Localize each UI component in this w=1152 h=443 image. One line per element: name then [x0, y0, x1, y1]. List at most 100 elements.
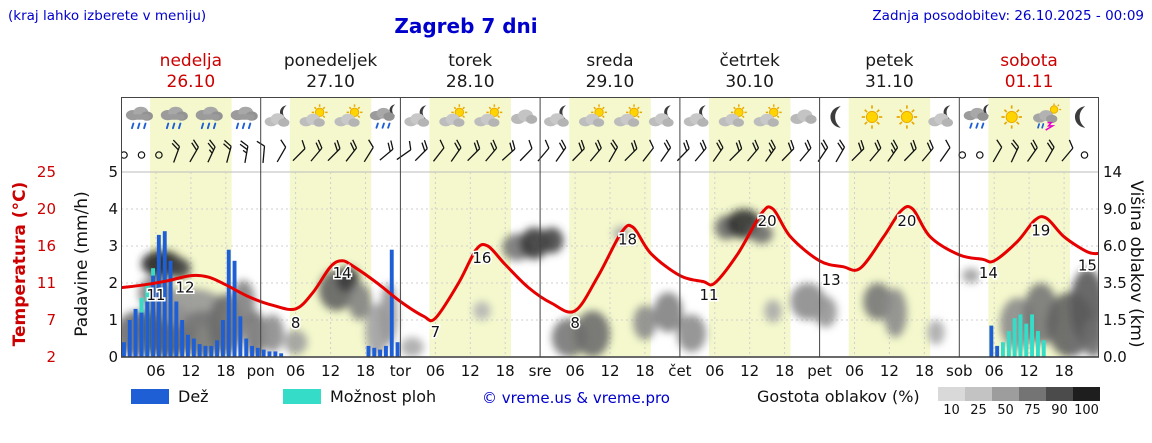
mm-ticks-5: 5 [108, 163, 118, 181]
day-name: četrtek [719, 51, 780, 71]
day-header-petek: petek 31.10 [820, 51, 960, 93]
svg-text:8: 8 [291, 314, 301, 332]
cloud-density-value: 75 [1024, 403, 1041, 418]
day-name: nedelja [159, 51, 223, 71]
x-tick-12: 12 [879, 362, 899, 380]
x-tick-18: 18 [914, 362, 934, 380]
x-tick-06: 06 [146, 362, 166, 380]
temp-ticks-7: 7 [46, 311, 56, 329]
x-tick-06: 06 [984, 362, 1004, 380]
day-name: ponedeljek [283, 51, 378, 71]
precipitation-tick-labels: 5 4 3 2 1 0 [96, 97, 118, 366]
day-headers-row: nedelja 26.10 ponedeljek 27.10 torek 28.10 sre… [121, 51, 1099, 93]
day-date: 01.11 [1004, 72, 1054, 92]
x-tick-06: 06 [705, 362, 725, 380]
day-header-torek: torek 28.10 [400, 51, 540, 93]
moon-rain-icon [962, 103, 990, 129]
x-tick-18: 18 [775, 362, 795, 380]
moon-cloud-icon [928, 105, 953, 127]
temperature-line [121, 204, 1099, 323]
cloud-height-axis-label: Višina oblakov (km) [1126, 180, 1146, 348]
day-header-četrtek: četrtek 30.10 [680, 51, 820, 93]
last-update-text: Zadnja posodobitev: 26.10.2025 - 00:09 [872, 8, 1144, 24]
km-ticks-1.5: 1.5 [1103, 311, 1127, 329]
cloud-density-value: 90 [1051, 403, 1068, 418]
km-ticks-3.5: 3.5 [1103, 274, 1127, 292]
svg-text:20: 20 [758, 212, 777, 230]
day-header-ponedeljek: ponedeljek 27.10 [261, 51, 401, 93]
day-date: 30.10 [725, 72, 774, 92]
x-tick-06: 06 [425, 362, 445, 380]
x-tick-12: 12 [460, 362, 480, 380]
x-tick-sre: sre [528, 362, 552, 380]
svg-text:12: 12 [175, 279, 194, 297]
x-axis-tick-labels: 06 12 18 pon 06 12 18 tor 06 12 18 sre 06 12 18 čet 06 12… [121, 362, 1099, 382]
precipitation-bars [122, 231, 1046, 357]
rain-icon [229, 105, 259, 130]
temperature-tick-labels: 25 20 16 11 7 2 [28, 97, 56, 366]
rain-legend-swatch [131, 389, 169, 404]
cloud-density-scale-labels: 10 25 50 75 90 100 [938, 403, 1100, 418]
svg-text:20: 20 [897, 212, 916, 230]
shower-legend-swatch [283, 389, 321, 404]
svg-text:15: 15 [1078, 256, 1097, 274]
day-header-sobota: sobota 01.11 [959, 51, 1099, 93]
moon-cloud-icon [648, 105, 674, 127]
x-tick-18: 18 [216, 362, 236, 380]
day-name: sreda [586, 51, 634, 71]
svg-text:11: 11 [146, 286, 165, 304]
x-tick-18: 18 [635, 362, 655, 380]
svg-text:8: 8 [570, 314, 580, 332]
wind-barbs-row [121, 139, 1089, 164]
mm-ticks-4: 4 [108, 200, 118, 218]
rain-icon [124, 105, 154, 130]
rain-legend-label: Dež [178, 387, 209, 406]
svg-text:16: 16 [472, 249, 491, 267]
cloud-density-legend-label: Gostota oblakov (%) [757, 387, 920, 406]
temp-ticks-11: 11 [36, 274, 56, 292]
cloud-density-value: 50 [997, 403, 1014, 418]
moon-cloud-icon [264, 105, 290, 127]
svg-text:19: 19 [1031, 221, 1050, 239]
mm-ticks-0: 0 [108, 348, 118, 366]
temp-ticks-2: 2 [46, 348, 56, 366]
cloud-density-scale-bar [938, 387, 1100, 401]
svg-text:14: 14 [979, 264, 998, 282]
x-tick-sob: sob [946, 362, 973, 380]
mm-ticks-1: 1 [108, 311, 118, 329]
svg-text:18: 18 [618, 231, 637, 249]
cloud-density-value: 25 [970, 403, 987, 418]
x-tick-12: 12 [321, 362, 341, 380]
day-header-nedelja: nedelja 26.10 [121, 51, 261, 93]
meteogram-plot: 11 12 8 14 7 16 8 18 11 20 13 20 14 19 15 [121, 97, 1099, 358]
x-tick-čet: čet [668, 362, 692, 380]
cloud-density-value: 10 [943, 403, 960, 418]
km-ticks-14: 14 [1103, 163, 1123, 181]
x-tick-tor: tor [389, 362, 412, 380]
cloud-density-segment-90 [1046, 387, 1073, 401]
temperature-axis-label: Temperatura (°C) [10, 181, 30, 347]
day-date: 27.10 [306, 72, 355, 92]
cloud-height-tick-labels: 14 9.0 6.0 3.5 1.5 0.0 [1103, 97, 1147, 366]
svg-text:11: 11 [699, 286, 718, 304]
cloud-density-value: 100 [1074, 403, 1099, 418]
x-tick-06: 06 [844, 362, 865, 380]
x-tick-pon: pon [246, 362, 275, 380]
shower-legend-label: Možnost ploh [330, 387, 437, 406]
copyright-link[interactable]: © vreme.us & vreme.pro [482, 389, 670, 407]
temp-ticks-25: 25 [36, 163, 56, 181]
moon-icon [1074, 106, 1086, 128]
km-ticks-6.0: 6.0 [1103, 237, 1127, 255]
day-date: 26.10 [166, 72, 216, 92]
cloud-density-segment-75 [1019, 387, 1046, 401]
svg-text:14: 14 [333, 264, 352, 282]
day-name: petek [865, 51, 914, 71]
moon-rain-icon [368, 103, 397, 129]
day-separators [121, 97, 1099, 358]
svg-text:7: 7 [431, 323, 441, 341]
temperature-value-labels: 11 12 8 14 7 16 8 18 11 20 13 20 14 19 15 [145, 211, 1099, 343]
day-header-sreda: sreda 29.10 [540, 51, 680, 93]
cloud-density-segment-25 [965, 387, 992, 401]
moon-cloud-icon [683, 105, 709, 127]
